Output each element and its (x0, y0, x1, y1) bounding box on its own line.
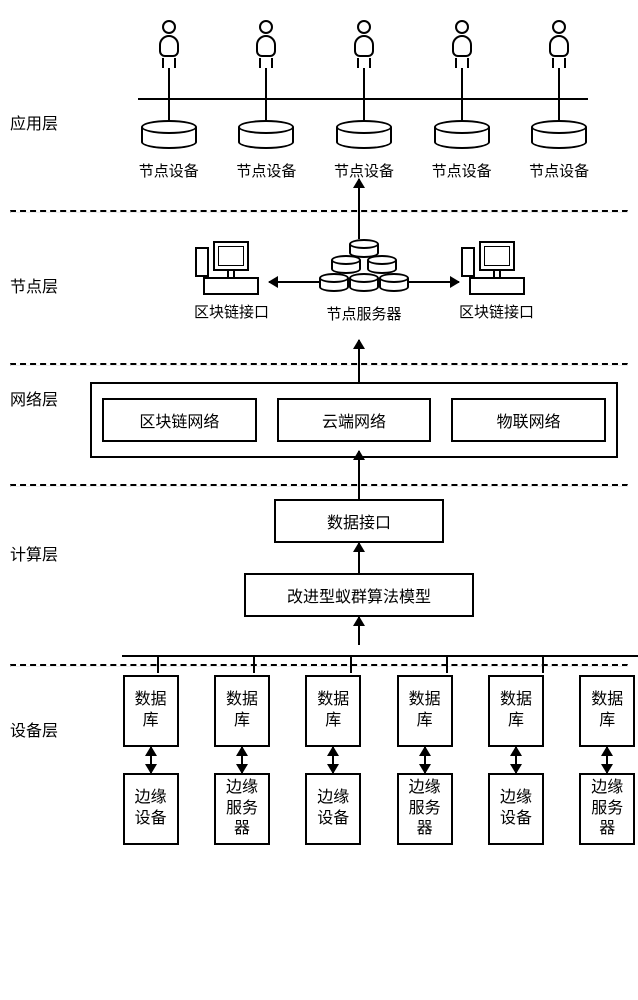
node-device: 节点设备 (529, 120, 589, 181)
edge-node-box: 边缘设备 (123, 773, 179, 845)
device-column: 数据库 边缘设备 (305, 675, 361, 845)
arrow-bidirectional (332, 747, 334, 773)
database-box: 数据库 (579, 675, 635, 747)
layer-label-compute: 计算层 (10, 541, 58, 565)
arrow-bidirectional (150, 747, 152, 773)
arrow-up (358, 340, 360, 366)
device-label: 节点设备 (139, 160, 199, 181)
user-icon (152, 20, 186, 68)
device-column: 数据库 边缘服务器 (214, 675, 270, 845)
computer-icon (203, 241, 259, 297)
arrow-left (269, 281, 319, 283)
database-box: 数据库 (214, 675, 270, 747)
cylinder-icon (141, 120, 197, 156)
arrow-bidirectional (241, 747, 243, 773)
layer-label-application: 应用层 (10, 110, 58, 134)
device-column: 数据库 边缘服务器 (397, 675, 453, 845)
arrow-right (409, 281, 459, 283)
interface-label: 区块链接口 (459, 301, 534, 322)
edge-node-box: 边缘设备 (305, 773, 361, 845)
user-icon (347, 20, 381, 68)
database-box: 数据库 (397, 675, 453, 747)
device-column: 数据库 边缘设备 (123, 675, 179, 845)
device-column: 数据库 边缘设备 (488, 675, 544, 845)
cylinder-icon (531, 120, 587, 156)
application-layer: 应用层 (10, 20, 628, 210)
edge-node-box: 边缘服务器 (397, 773, 453, 845)
server-stack-icon (319, 239, 409, 299)
database-box: 数据库 (123, 675, 179, 747)
arrow-bidirectional (515, 747, 517, 773)
device-column: 数据库 边缘服务器 (579, 675, 635, 845)
computer-icon (469, 241, 525, 297)
interface-label: 区块链接口 (194, 301, 269, 322)
blockchain-interface-left: 区块链接口 (194, 241, 269, 322)
arrow-up (358, 543, 360, 573)
arrow-bidirectional (606, 747, 608, 773)
arrow-up (358, 451, 360, 487)
node-device: 节点设备 (432, 120, 492, 181)
blockchain-network: 区块链网络 (102, 398, 257, 442)
device-label: 节点设备 (529, 160, 589, 181)
arrow-up (358, 179, 360, 213)
user-icon (249, 20, 283, 68)
device-layer: 设备层 数据库 边缘设备 数据库 边缘服务器 数据库 边缘设备 数据库 边缘服务… (10, 667, 628, 845)
node-layer: 节点层 区块链接口 节点 (10, 213, 628, 363)
cylinder-icon (336, 120, 392, 156)
edge-node-box: 边缘服务器 (579, 773, 635, 845)
iot-network: 物联网络 (451, 398, 606, 442)
database-box: 数据库 (305, 675, 361, 747)
user-icon (542, 20, 576, 68)
device-label: 节点设备 (432, 160, 492, 181)
edge-node-box: 边缘服务器 (214, 773, 270, 845)
arrow-up (358, 617, 360, 645)
arrow-bidirectional (424, 747, 426, 773)
node-server: 节点服务器 (319, 239, 409, 324)
cloud-network: 云端网络 (277, 398, 432, 442)
layer-label-node: 节点层 (10, 273, 58, 297)
node-device: 节点设备 (236, 120, 296, 181)
layer-label-device: 设备层 (10, 717, 58, 741)
node-device: 节点设备 (334, 120, 394, 181)
device-label: 节点设备 (236, 160, 296, 181)
algorithm-model: 改进型蚁群算法模型 (244, 573, 474, 617)
data-interface: 数据接口 (274, 499, 444, 543)
compute-layer: 计算层 数据接口 改进型蚁群算法模型 (10, 451, 628, 655)
server-label: 节点服务器 (326, 303, 401, 324)
database-box: 数据库 (488, 675, 544, 747)
user-icon (445, 20, 479, 68)
architecture-diagram: 应用层 (10, 20, 628, 845)
blockchain-interface-right: 区块链接口 (459, 241, 534, 322)
cylinder-icon (238, 120, 294, 156)
edge-node-box: 边缘设备 (488, 773, 544, 845)
layer-label-network: 网络层 (10, 386, 58, 410)
node-device: 节点设备 (139, 120, 199, 181)
network-container: 区块链网络 云端网络 物联网络 (90, 382, 618, 458)
cylinder-icon (434, 120, 490, 156)
